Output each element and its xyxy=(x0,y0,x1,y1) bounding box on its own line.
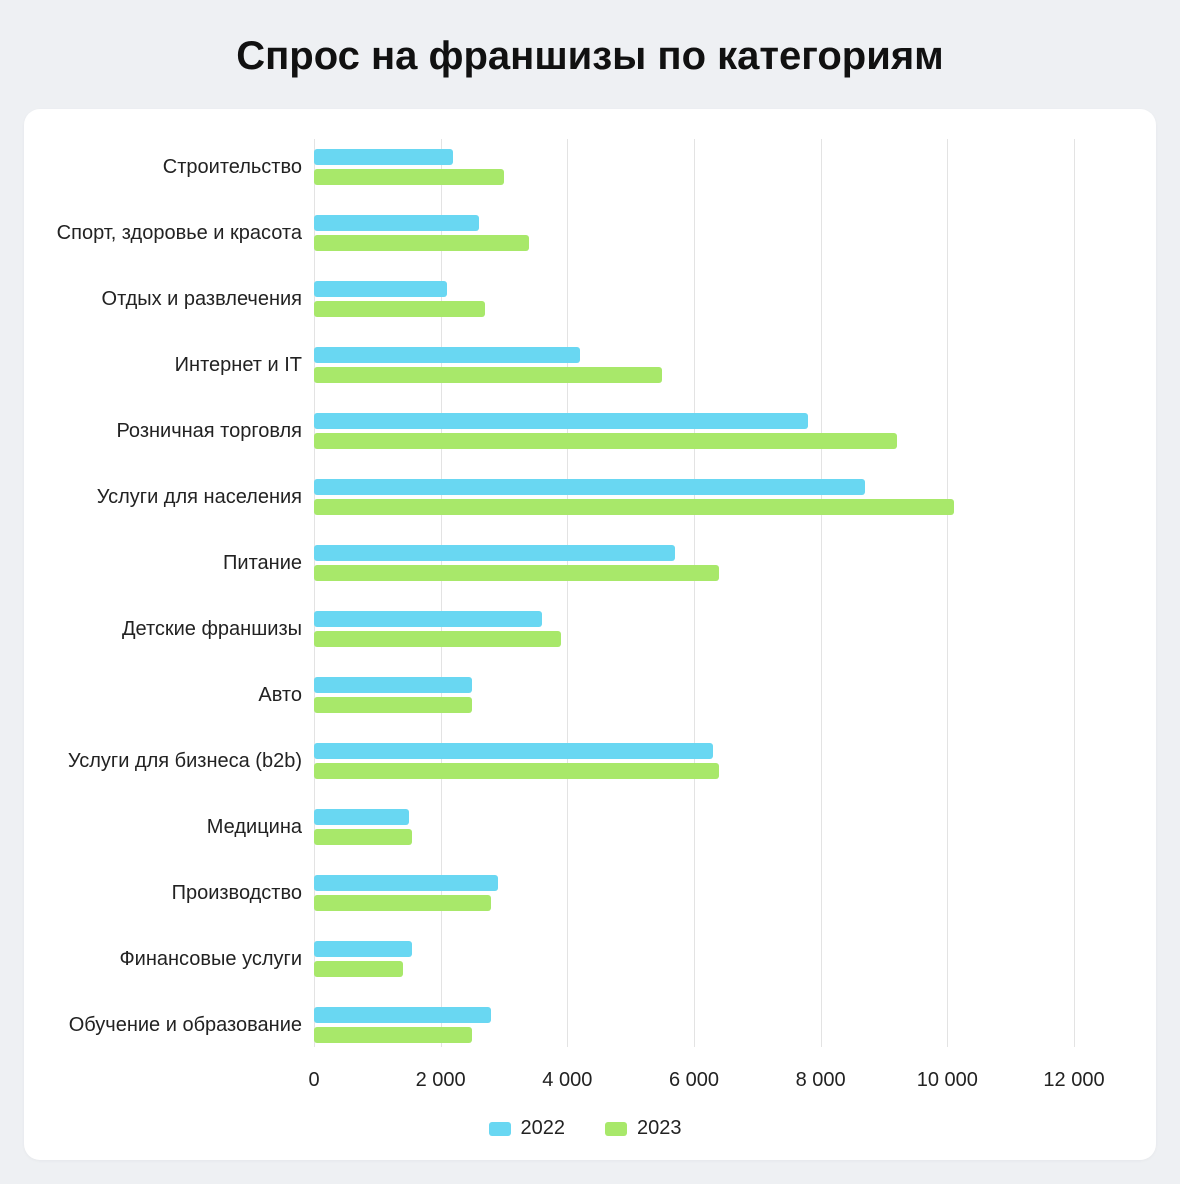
chart-title: Спрос на франшизы по категориям xyxy=(24,34,1156,79)
bars-group xyxy=(314,409,1116,453)
category-label: Отдых и развлечения xyxy=(54,288,314,311)
category-label: Финансовые услуги xyxy=(54,948,314,971)
bar-2022 xyxy=(314,677,472,693)
page-container: Спрос на франшизы по категориям Строител… xyxy=(24,34,1156,1160)
category-label: Медицина xyxy=(54,816,314,839)
bars-group xyxy=(314,475,1116,519)
legend-swatch xyxy=(605,1122,627,1136)
bars-group xyxy=(314,211,1116,255)
category-label: Строительство xyxy=(54,156,314,179)
bar-2022 xyxy=(314,809,409,825)
bar-2022 xyxy=(314,413,808,429)
bar-2023 xyxy=(314,433,897,449)
x-axis-labels: 02 0004 0006 0008 00010 00012 000 xyxy=(314,1069,1116,1099)
x-tick-label: 8 000 xyxy=(796,1069,846,1092)
legend-item-2022: 2022 xyxy=(489,1117,566,1140)
category-label: Интернет и IT xyxy=(54,354,314,377)
bar-2023 xyxy=(314,169,504,185)
bar-2023 xyxy=(314,961,403,977)
x-tick-label: 10 000 xyxy=(917,1069,978,1092)
chart-row: Услуги для населения xyxy=(54,475,1116,519)
bar-2022 xyxy=(314,941,412,957)
bars-group xyxy=(314,607,1116,651)
x-tick-label: 4 000 xyxy=(542,1069,592,1092)
bar-2022 xyxy=(314,1007,491,1023)
category-label: Обучение и образование xyxy=(54,1014,314,1037)
x-tick-label: 2 000 xyxy=(416,1069,466,1092)
category-label: Спорт, здоровье и красота xyxy=(54,222,314,245)
chart-row: Строительство xyxy=(54,139,1116,189)
bar-2023 xyxy=(314,565,719,581)
bar-2023 xyxy=(314,235,529,251)
bar-2023 xyxy=(314,697,472,713)
bar-2023 xyxy=(314,499,954,515)
chart-row: Производство xyxy=(54,871,1116,915)
bar-2022 xyxy=(314,611,542,627)
x-tick-label: 12 000 xyxy=(1043,1069,1104,1092)
bar-2023 xyxy=(314,763,719,779)
x-tick-label: 0 xyxy=(308,1069,319,1092)
category-label: Услуги для бизнеса (b2b) xyxy=(54,750,314,773)
franchise-demand-chart: Строительство Спорт, здоровье и красота От… xyxy=(54,139,1116,1140)
chart-row: Обучение и образование xyxy=(54,1003,1116,1047)
bar-2022 xyxy=(314,479,865,495)
bar-2023 xyxy=(314,895,491,911)
bar-2022 xyxy=(314,347,580,363)
bar-2022 xyxy=(314,875,498,891)
chart-row: Медицина xyxy=(54,805,1116,849)
chart-row: Отдых и развлечения xyxy=(54,277,1116,321)
category-label: Розничная торговля xyxy=(54,420,314,443)
legend-item-2023: 2023 xyxy=(605,1117,682,1140)
category-label: Детские франшизы xyxy=(54,618,314,641)
bars-group xyxy=(314,871,1116,915)
category-label: Производство xyxy=(54,882,314,905)
bars-group xyxy=(314,937,1116,981)
bars-group xyxy=(314,343,1116,387)
chart-card: Строительство Спорт, здоровье и красота От… xyxy=(24,109,1156,1160)
bar-2022 xyxy=(314,545,675,561)
bars-group xyxy=(314,739,1116,783)
bars-group xyxy=(314,673,1116,717)
chart-row: Розничная торговля xyxy=(54,409,1116,453)
bar-2022 xyxy=(314,215,479,231)
chart-row: Спорт, здоровье и красота xyxy=(54,211,1116,255)
chart-row: Авто xyxy=(54,673,1116,717)
bar-2023 xyxy=(314,301,485,317)
chart-row: Детские франшизы xyxy=(54,607,1116,651)
category-label: Авто xyxy=(54,684,314,707)
bar-2022 xyxy=(314,281,447,297)
bar-2023 xyxy=(314,829,412,845)
legend: 2022 2023 xyxy=(54,1117,1116,1140)
category-label: Питание xyxy=(54,552,314,575)
bars-group xyxy=(314,1003,1116,1047)
category-label: Услуги для населения xyxy=(54,486,314,509)
chart-row: Питание xyxy=(54,541,1116,585)
bars-group xyxy=(314,145,1116,189)
bar-2022 xyxy=(314,743,713,759)
bar-2023 xyxy=(314,1027,472,1043)
x-tick-label: 6 000 xyxy=(669,1069,719,1092)
bar-2022 xyxy=(314,149,453,165)
plot-area: Строительство Спорт, здоровье и красота От… xyxy=(54,139,1116,1047)
x-axis: 0 2 000 4 000 6 000 8 000 10 000 12 000 xyxy=(54,1069,1116,1099)
bars-group xyxy=(314,805,1116,849)
chart-row: Интернет и IT xyxy=(54,343,1116,387)
chart-row: Услуги для бизнеса (b2b) xyxy=(54,739,1116,783)
legend-label: 2022 xyxy=(521,1117,566,1140)
bars-group xyxy=(314,541,1116,585)
bar-2023 xyxy=(314,367,662,383)
chart-row: Финансовые услуги xyxy=(54,937,1116,981)
legend-swatch xyxy=(489,1122,511,1136)
bars-group xyxy=(314,277,1116,321)
legend-label: 2023 xyxy=(637,1117,682,1140)
bar-2023 xyxy=(314,631,561,647)
